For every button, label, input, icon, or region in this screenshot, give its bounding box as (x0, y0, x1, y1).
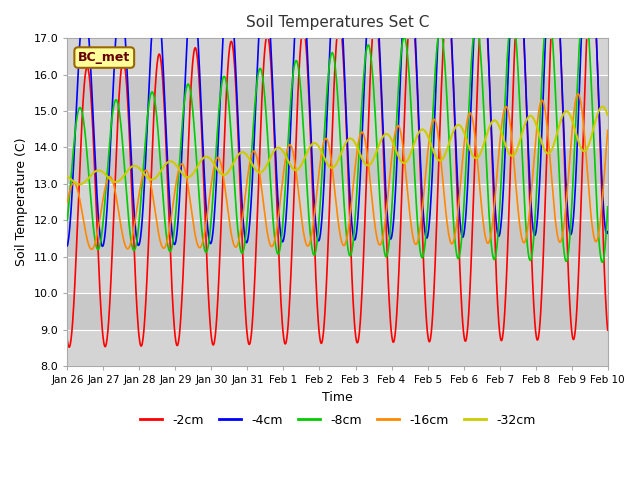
Text: BC_met: BC_met (78, 51, 131, 64)
Bar (67, 74, 608, 111)
Title: Soil Temperatures Set C: Soil Temperatures Set C (246, 15, 429, 30)
Bar (67, 257, 608, 293)
Y-axis label: Soil Temperature (C): Soil Temperature (C) (15, 138, 28, 266)
Bar (67, 293, 608, 329)
Legend: -2cm, -4cm, -8cm, -16cm, -32cm: -2cm, -4cm, -8cm, -16cm, -32cm (134, 409, 540, 432)
Bar (67, 329, 608, 366)
Bar (67, 111, 608, 147)
Bar (67, 220, 608, 257)
X-axis label: Time: Time (322, 391, 353, 404)
Bar (67, 184, 608, 220)
Bar (67, 38, 608, 74)
Bar (67, 147, 608, 184)
